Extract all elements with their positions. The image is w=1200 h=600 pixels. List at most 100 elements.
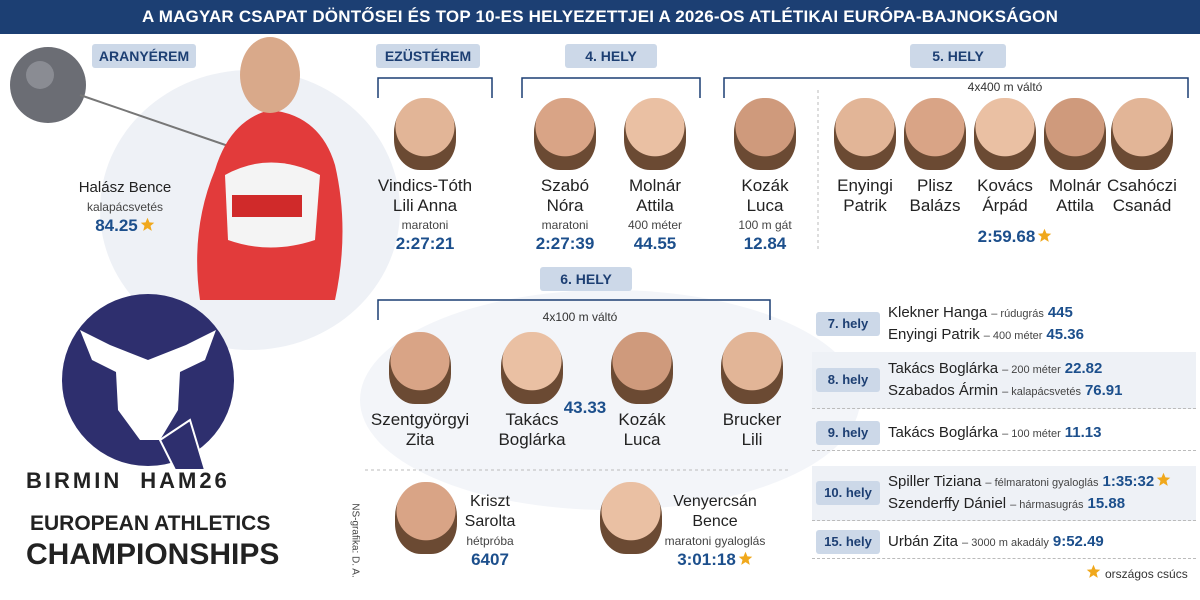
event: maratoni [401,218,449,232]
athlete-name: Attila [636,196,674,215]
athlete-name: Sarolta [464,513,516,530]
event: maratoni [541,218,589,232]
athlete-card: Csahóczi Csanád [1102,98,1182,216]
record-star [738,551,753,565]
athlete-name: Lili [741,430,763,449]
logo-event: CHAMPIONSHIPS [26,538,280,571]
athlete-photo [389,332,451,404]
logo-city-start: BIRMIN [26,468,123,493]
place-group: 9. hely Takács Boglárka – 100 méter 11.13 [812,416,1196,451]
bracket [377,77,493,98]
athlete-name: Csahóczi [1107,176,1177,195]
result-row: 2:59.68 [960,227,1070,247]
athlete-name: Kozák [618,410,666,429]
athlete-photo [1044,98,1106,170]
bracket [521,77,701,98]
bracket [377,299,771,320]
result: 22.82 [1064,360,1103,377]
athlete-name: Luca [746,196,784,215]
athlete-name: Brucker [722,410,782,429]
athlete-name: Zita [405,430,435,449]
result: 45.36 [1046,326,1084,343]
hammer-wire [79,94,241,151]
entries: Spiller Tiziana – félmaratoni gyaloglás 1:… [888,471,1198,515]
place-group: 8. hely Takács Boglárka – 200 méter 22.82 Sz… [812,352,1196,409]
athlete-card: Molnár Attila [1035,98,1115,216]
entry: Szabados Ármin – kalapácsvetés 76.91 [888,380,1198,402]
athlete-card: Enyingi Patrik [825,98,905,216]
athlete-name: Spiller Tiziana [888,473,982,490]
event: kalapácsvetés [86,200,164,214]
athlete-card: Szabó Nóra maratoni 2:27:39 [490,98,640,255]
athlete-card: Halász Bence kalapácsvetés 84.25 [50,178,200,237]
athlete-photo [611,332,673,404]
result: 43.33 [563,398,607,417]
athlete-name: Plisz [917,176,953,195]
result: 6407 [471,550,509,569]
athlete-name: Szabados Ármin [888,382,999,399]
athlete-name: Molnár [1049,176,1101,195]
athlete-name: Szentgyörgyi [370,410,470,429]
result: 15.88 [1087,495,1126,512]
bracket [723,77,1189,98]
event: – félmaratoni gyaloglás [985,477,1099,489]
result-row: 44.55 [580,234,730,255]
athlete-name: Takács [505,410,559,429]
entry: Klekner Hanga – rúdugrás 445 [888,302,1198,324]
result-row: 2:27:39 [490,234,640,255]
athlete-name: Kovács [977,176,1033,195]
relay-label: 4x400 m váltó [967,80,1043,94]
event: – 3000 m akadály [962,537,1049,549]
relay-label: 4x100 m váltó [542,310,618,324]
athlete-photo [834,98,896,170]
event: – hármasugrás [1010,499,1084,511]
athlete-card: Takács Boglárka [477,332,587,450]
athlete-card: Plisz Balázs [895,98,975,216]
legend-label: országos csúcs [1105,567,1188,581]
athlete-name: Klekner Hanga [888,304,988,321]
entry: Spiller Tiziana – félmaratoni gyaloglás 1:… [888,471,1198,493]
athlete-name: Csanád [1112,196,1172,215]
result: 1:35:32 [1102,473,1155,490]
result: 12.84 [743,234,787,253]
place-label: 10. hely [816,481,880,505]
athlete-bib [232,195,302,217]
result: 2:27:39 [535,234,595,253]
entry: Urbán Zita – 3000 m akadály 9:52.49 [888,531,1198,553]
place-group: 7. hely Klekner Hanga – rúdugrás 445 Enyingi… [812,296,1196,353]
logo-city: BIRMIN HAM26 [26,468,230,494]
athlete-name: Boglárka [498,430,566,449]
hammer-ball-shine [26,61,54,89]
athlete-name: Árpád [982,196,1028,215]
athlete-card: Vindics-Tóth Lili Anna maratoni 2:27:21 [350,98,500,255]
athlete-name: Vindics-Tóth [377,176,473,195]
place-group: 15. hely Urbán Zita – 3000 m akadály 9:52.4… [812,526,1196,559]
athlete-card: Brucker Lili [697,332,807,450]
record-star [1038,228,1052,242]
result-row: 84.25 [50,216,200,237]
athlete-name: Nóra [546,196,584,215]
entry: Enyingi Patrik – 400 méter 45.36 [888,324,1198,346]
event: – 100 méter [1002,428,1061,440]
place-label: 7. hely [816,312,880,336]
result-row: 3:01:18 [640,550,790,571]
title: A MAGYAR CSAPAT DÖNTŐSEI ÉS TOP 10-ES HE… [0,0,1200,34]
event: – rúdugrás [991,308,1044,320]
place-label: 8. hely [816,368,880,392]
athlete-name: Lili Anna [392,196,458,215]
place-label: EZÜSTÉREM [376,44,480,68]
logo-bull [80,330,216,440]
athlete-name: Takács Boglárka [888,424,999,441]
athlete-name: Venyercsán [673,493,757,510]
entry: Takács Boglárka – 100 méter 11.13 [888,422,1198,444]
entries: Klekner Hanga – rúdugrás 445 Enyingi Patrik… [888,302,1198,346]
athlete-name: Enyingi Patrik [888,326,980,343]
athlete-name: Kriszt [470,493,510,510]
logo-city-end: HAM26 [140,468,230,493]
result: 44.55 [633,234,677,253]
place-label: 5. HELY [910,44,1006,68]
place-label: ARANYÉREM [92,44,196,68]
athlete-name: Bence [692,513,738,530]
legend: országos csúcs [1084,564,1188,581]
athlete-name: Kozák [741,176,789,195]
